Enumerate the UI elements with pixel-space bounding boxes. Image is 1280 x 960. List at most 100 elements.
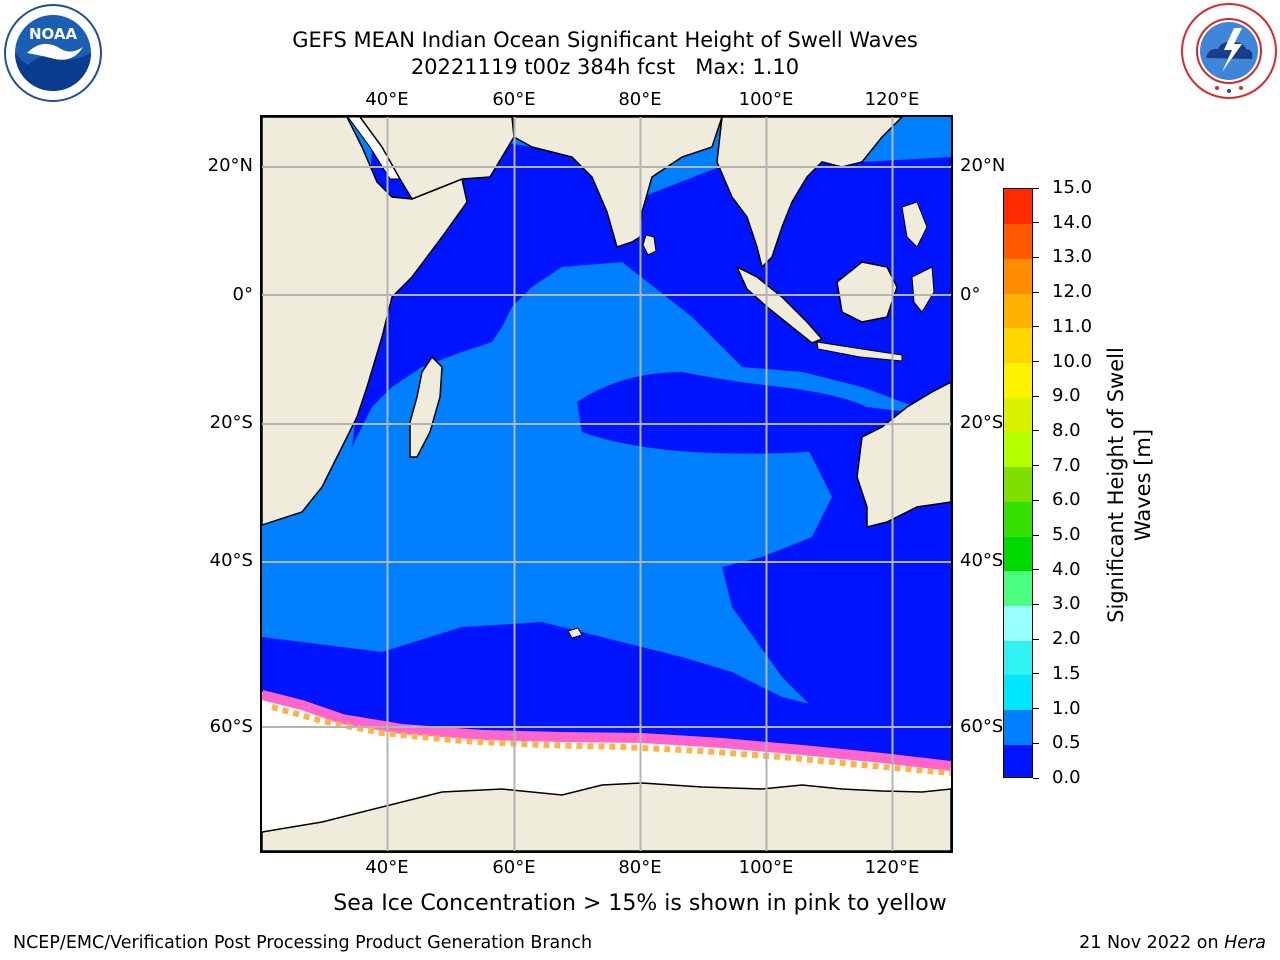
colorbar-tick-label: 0.0: [1052, 767, 1081, 788]
colorbar-tick: [1033, 534, 1039, 536]
lat-label-right-20n: 20°N: [960, 155, 1006, 176]
lat-label-right-0: 0°: [960, 284, 981, 305]
colorbar-segment: [1004, 605, 1032, 641]
colorbar-title-line1: Significant Height of Swell: [1104, 347, 1128, 623]
credits-left: NCEP/EMC/Verification Post Processing Pr…: [13, 933, 593, 953]
noaa-logo-text: NOAA: [29, 25, 78, 43]
colorbar-tick: [1033, 222, 1039, 224]
graticule: [262, 117, 951, 851]
colorbar-tick: [1033, 742, 1039, 744]
lat-label-left-20s: 20°S: [209, 412, 253, 433]
colorbar-tick-label: 2.0: [1052, 628, 1081, 650]
lat-label-right-40s: 40°S: [960, 550, 1004, 571]
land-kerguelen: [567, 627, 583, 639]
lon-label-bottom-40e: 40°E: [365, 857, 409, 878]
colorbar-tick: [1033, 256, 1039, 258]
colorbar-tick: [1033, 777, 1039, 779]
colorbar-tick-label: 15.0: [1052, 177, 1093, 198]
colorbar-title-line2: Waves [m]: [1131, 428, 1155, 542]
lon-label-bottom-120e: 120°E: [864, 857, 920, 878]
colorbar-tick-label: 6.0: [1052, 489, 1081, 511]
lat-label-left-40s: 40°S: [209, 550, 253, 571]
lon-label-top-40e: 40°E: [365, 89, 409, 110]
colorbar-tick: [1033, 465, 1039, 467]
lat-label-right-20s: 20°S: [960, 412, 1004, 433]
colorbar-tick: [1033, 603, 1039, 605]
colorbar-segment: [1004, 327, 1032, 364]
colorbar-segment: [1004, 709, 1032, 745]
lon-label-top-80e: 80°E: [618, 89, 662, 110]
colorbar-segment: [1004, 674, 1032, 711]
chart-subtitle: 20221119 t00z 384h fcst Max: 1.10: [410, 55, 800, 79]
colorbar-tick-label: 3.0: [1052, 593, 1081, 615]
lon-label-top-100e: 100°E: [738, 89, 794, 110]
lon-label-top-120e: 120°E: [864, 89, 920, 110]
colorbar-tick: [1033, 291, 1039, 293]
ocean-low-north: [352, 142, 951, 447]
colorbar-tick-label: 1.5: [1052, 662, 1081, 684]
colorbar-tick-label: 1.0: [1052, 697, 1081, 719]
colorbar-segment: [1004, 293, 1032, 329]
colorbar-segment: [1004, 536, 1032, 572]
colorbar-tick-label: 12.0: [1052, 281, 1093, 303]
colorbar-tick-label: 5.0: [1052, 524, 1081, 546]
land-india: [513, 117, 723, 248]
land-antarctica: [262, 782, 951, 851]
colorbar-tick: [1033, 499, 1039, 501]
colorbar-tick: [1033, 395, 1039, 397]
colorbar-segment: [1004, 640, 1032, 676]
colorbar-tick-label: 0.5: [1052, 732, 1081, 754]
colorbar-tick-label: 11.0: [1052, 315, 1093, 337]
lon-label-bottom-80e: 80°E: [618, 857, 662, 878]
colorbar: [1003, 188, 1033, 778]
colorbar-tick: [1033, 638, 1039, 640]
colorbar-segment: [1004, 223, 1032, 259]
lat-label-right-60s: 60°S: [960, 716, 1004, 737]
lat-label-left-20n: 20°N: [207, 155, 253, 176]
colorbar-tick: [1033, 326, 1039, 328]
lon-label-bottom-60e: 60°E: [492, 857, 536, 878]
colorbar-segment: [1004, 501, 1032, 537]
credits-date: 21 Nov 2022 on: [1079, 933, 1225, 953]
nws-logo: [1180, 2, 1278, 100]
lat-label-left-0: 0°: [232, 284, 253, 305]
colorbar-segment: [1004, 431, 1032, 468]
colorbar-tick-label: 4.0: [1052, 558, 1081, 580]
noaa-logo: NOAA: [3, 3, 103, 103]
colorbar-segment: [1004, 570, 1032, 606]
colorbar-tick-label: 10.0: [1052, 350, 1093, 372]
colorbar-tick-label: 14.0: [1052, 211, 1093, 233]
colorbar-tick: [1033, 361, 1039, 363]
colorbar-tick-label: 13.0: [1052, 246, 1093, 268]
colorbar-segment: [1004, 397, 1032, 433]
colorbar-segment: [1004, 466, 1032, 502]
land-philippines: [901, 201, 928, 248]
colorbar-segment: [1004, 362, 1032, 398]
map-canvas: [262, 117, 951, 851]
colorbar-tick: [1033, 708, 1039, 710]
credits-right: 21 Nov 2022 on Hera: [1079, 932, 1266, 954]
colorbar-title: Significant Height of Swell Waves [m]: [1103, 285, 1157, 685]
colorbar-tick: [1033, 569, 1039, 571]
lat-label-left-60s: 60°S: [209, 716, 253, 737]
credits-host: Hera: [1224, 933, 1266, 953]
land-sri-lanka: [642, 234, 657, 256]
land-sumatra: [735, 265, 824, 344]
colorbar-tick-label: 7.0: [1052, 454, 1081, 476]
lon-label-top-60e: 60°E: [492, 89, 536, 110]
land-indochina: [716, 117, 904, 269]
colorbar-tick-label: 9.0: [1052, 385, 1081, 407]
colorbar-segment: [1004, 744, 1032, 777]
colorbar-segment: [1004, 189, 1032, 225]
colorbar-tick-label: 8.0: [1052, 419, 1081, 441]
colorbar-tick: [1033, 187, 1039, 189]
land-java: [816, 341, 903, 362]
land-australia: [856, 381, 951, 528]
chart-title: GEFS MEAN Indian Ocean Significant Heigh…: [292, 28, 918, 52]
colorbar-tick: [1033, 430, 1039, 432]
lon-label-bottom-100e: 100°E: [738, 857, 794, 878]
land-sulawesi: [911, 266, 935, 313]
sea-ice-footnote: Sea Ice Concentration > 15% is shown in …: [333, 891, 947, 916]
colorbar-tick: [1033, 673, 1039, 675]
